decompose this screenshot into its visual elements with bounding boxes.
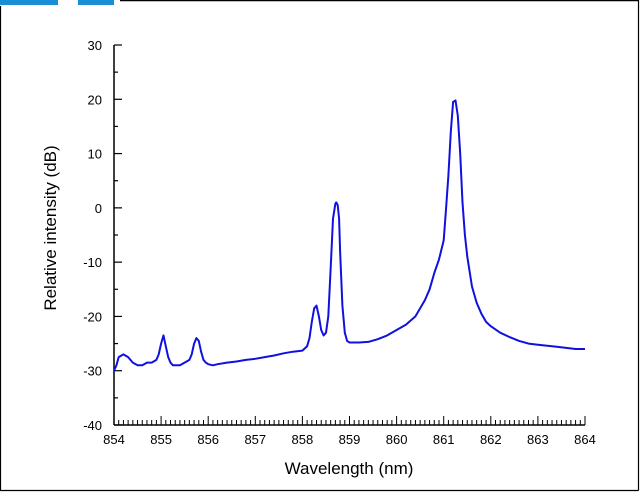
header-accent-mark [78,0,114,5]
x-tick-label: 856 [197,432,219,447]
y-tick-label: 10 [88,147,102,162]
y-tick-label: 0 [95,201,102,216]
y-tick-label: 30 [88,38,102,53]
x-tick-label: 857 [244,432,266,447]
x-axis-ticks: 854 855 856 857 858 859 860 861 862 863 864 [103,416,596,447]
y-axis-ticks: -40 -30 -20 -10 0 10 20 30 [83,38,122,433]
x-tick-label: 858 [292,432,314,447]
y-axis-label: Relative intensity (dB) [41,145,60,310]
axes: 854 855 856 857 858 859 860 861 862 863 864 -40 -30… [83,38,596,447]
x-tick-label: 859 [339,432,361,447]
y-tick-label: -40 [83,418,102,433]
y-tick-label: -30 [83,364,102,379]
y-tick-label: -10 [83,255,102,270]
x-tick-label: 863 [527,432,549,447]
x-tick-label: 861 [433,432,455,447]
spectrum-series-line [113,99,585,372]
x-tick-label: 862 [480,432,502,447]
header-accent-mark [0,0,58,5]
x-axis-label: Wavelength (nm) [285,459,414,478]
y-tick-label: -20 [83,309,102,324]
y-tick-label: 20 [88,92,102,107]
x-tick-label: 860 [386,432,408,447]
x-tick-label: 855 [150,432,172,447]
header-accent-strip [0,0,641,6]
x-tick-label: 854 [103,432,125,447]
x-tick-label: 864 [574,432,596,447]
